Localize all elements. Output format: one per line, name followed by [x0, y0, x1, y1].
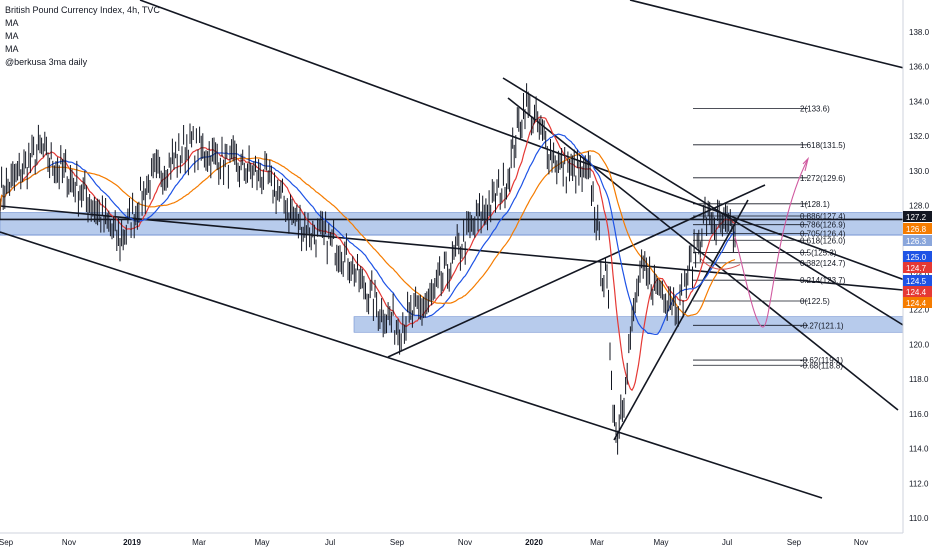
- price-tick-label: 118.0: [909, 375, 929, 384]
- price-badge-label: 125.0: [906, 253, 927, 262]
- price-bars[interactable]: [0, 83, 736, 455]
- uptrend-support-line[interactable]: [387, 184, 766, 358]
- fib-level-label: 0(122.5): [800, 297, 830, 306]
- fib-level-label: 0.786(126.9): [800, 221, 846, 230]
- price-tick-label: 134.0: [909, 97, 930, 106]
- fib-level-label: 0.705(126.4): [800, 229, 846, 238]
- price-badge-bg: [903, 223, 932, 234]
- price-badge-bg: [903, 286, 932, 297]
- time-tick-label: Nov: [854, 538, 868, 547]
- legend-ma-2[interactable]: MA: [5, 31, 19, 41]
- fib-level-label: -0.27(121.1): [800, 321, 844, 330]
- fib-level-label: 0.214(123.7): [800, 276, 846, 285]
- downtrend-channel-1-upper[interactable]: [0, 205, 904, 291]
- fib-level-label: 1.618(131.5): [800, 141, 846, 150]
- time-tick-label: 2020: [525, 538, 543, 547]
- price-tick-label: 128.0: [909, 202, 930, 211]
- price-badge[interactable]: 124.4: [903, 286, 932, 297]
- fib-level-label: 0.886(127.4): [800, 212, 846, 221]
- projection-arrow[interactable]: [802, 156, 810, 171]
- fib-level-label: 2(133.6): [800, 104, 830, 113]
- price-badge[interactable]: 124.7: [903, 262, 932, 273]
- time-tick-label: Nov: [458, 538, 472, 547]
- long-downtrend-lower[interactable]: [0, 231, 823, 499]
- price-badge-bg: [903, 251, 932, 262]
- price-badge-bg: [903, 275, 932, 286]
- time-tick-label: Sep: [0, 538, 14, 547]
- projection-path[interactable]: [734, 158, 809, 328]
- fib-level-label: 1.272(129.6): [800, 174, 846, 183]
- price-badge-label: 126.8: [906, 225, 927, 234]
- time-tick-label: Mar: [192, 538, 206, 547]
- fib-level-label: -0.68(118.8): [800, 361, 843, 370]
- price-tick-label: 122.0: [909, 306, 930, 315]
- price-badge-label: 126.3: [906, 237, 927, 246]
- legend-author: @berkusa 3ma daily: [5, 57, 88, 67]
- fib-level-label: 0.382(124.7): [800, 259, 846, 268]
- price-badge[interactable]: 127.2: [903, 211, 932, 222]
- price-tick-label: 130.0: [909, 167, 930, 176]
- fib-level-label: 0.5(125.3): [800, 248, 837, 257]
- price-badge-label: 124.4: [906, 288, 927, 297]
- price-tick-label: 116.0: [909, 410, 929, 419]
- downtrend-channel-top[interactable]: [139, 0, 932, 291]
- legend-ma-3[interactable]: MA: [5, 44, 19, 54]
- price-tick-label: 136.0: [909, 63, 930, 72]
- price-badge-bg: [903, 211, 932, 222]
- price-badge-bg: [903, 235, 932, 246]
- price-tick-label: 112.0: [909, 479, 929, 488]
- price-tick-label: 120.0: [909, 340, 930, 349]
- price-badge-label: 127.2: [906, 213, 927, 222]
- price-badge[interactable]: 126.8: [903, 223, 932, 234]
- downtrend-channel-2-lower[interactable]: [507, 97, 899, 411]
- time-tick-label: Jul: [325, 538, 335, 547]
- ma-line-2[interactable]: [0, 133, 736, 336]
- time-tick-label: 2019: [123, 538, 141, 547]
- price-badge[interactable]: 124.4: [903, 297, 932, 308]
- chart-legend: British Pound Currency Index, 4h, TVC MA…: [5, 4, 160, 69]
- time-tick-label: Mar: [590, 538, 604, 547]
- ma-line-3[interactable]: [0, 150, 736, 317]
- price-badge-bg: [903, 297, 932, 308]
- price-badge-bg: [903, 262, 932, 273]
- price-badge-label: 124.5: [906, 277, 927, 286]
- price-tick-label: 138.0: [909, 28, 930, 37]
- ma-line-1[interactable]: [0, 116, 736, 392]
- time-tick-label: May: [653, 538, 668, 547]
- legend-ma-1[interactable]: MA: [5, 18, 19, 28]
- fib-level-label: 0.618(126.0): [800, 236, 846, 245]
- time-axis: Sep Nov 2019 Mar May Jul Sep Nov 2020 Mar May Jul Se…: [0, 532, 932, 550]
- fibonacci-extension[interactable]: 2(133.6) 1.618(131.5) 1.272(129.6) 1(128.1)…: [693, 104, 846, 370]
- time-tick-label: Nov: [62, 538, 76, 547]
- price-tick-label: 132.0: [909, 132, 930, 141]
- fib-level-label: 1(128.1): [800, 200, 830, 209]
- top-right-trendline[interactable]: [629, 0, 932, 76]
- time-tick-label: Sep: [787, 538, 802, 547]
- time-tick-label: Sep: [390, 538, 405, 547]
- price-badge-label: 124.7: [906, 264, 927, 273]
- price-badge-label: 124.4: [906, 299, 927, 308]
- time-tick-label: Jul: [722, 538, 732, 547]
- price-badge[interactable]: 124.5: [903, 275, 932, 286]
- time-axis-background: [0, 533, 932, 550]
- legend-title[interactable]: British Pound Currency Index, 4h, TVC: [5, 5, 160, 15]
- price-badge[interactable]: 126.3: [903, 235, 932, 246]
- moving-averages[interactable]: [0, 116, 736, 392]
- time-tick-label: May: [254, 538, 269, 547]
- fib-level-label: -0.62(119.1): [800, 356, 843, 365]
- price-tick-label: 110.0: [909, 514, 929, 523]
- short-projection[interactable]: [699, 257, 741, 270]
- price-badge[interactable]: 125.0: [903, 251, 932, 262]
- price-tick-label: 114.0: [909, 445, 929, 454]
- price-series[interactable]: [0, 83, 736, 455]
- downtrend-channel-2-upper[interactable]: [502, 77, 904, 326]
